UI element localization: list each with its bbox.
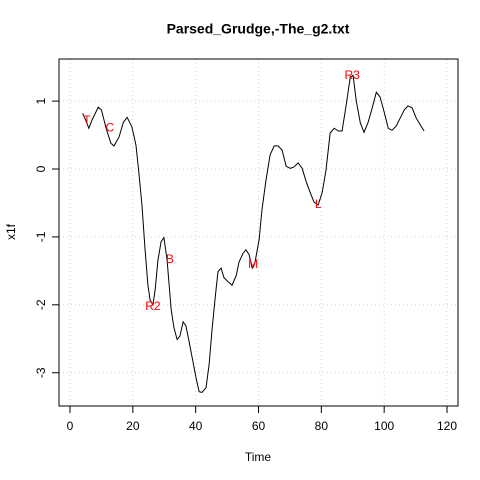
x-axis-label: Time (245, 450, 272, 464)
x-tick-label: 60 (252, 419, 266, 433)
x-tick-label: 0 (67, 419, 74, 433)
y-axis-label: x1f (4, 223, 18, 240)
x-tick-label: 100 (374, 419, 394, 433)
annotation: L (315, 197, 322, 211)
annotation: B (166, 252, 174, 266)
chart-title: Parsed_Grudge,-The_g2.txt (167, 21, 350, 37)
y-tick-label: 1 (34, 97, 48, 104)
y-tick-label: -3 (34, 367, 48, 378)
x-tick-label: 80 (315, 419, 329, 433)
y-tick-label: 0 (34, 165, 48, 172)
x-tick-label: 20 (126, 419, 140, 433)
annotation: R3 (344, 68, 360, 82)
annotation: T (83, 113, 91, 127)
annotation: R2 (145, 299, 161, 313)
annotation: C (106, 120, 115, 134)
x-tick-label: 40 (189, 419, 203, 433)
y-tick-label: -1 (34, 231, 48, 242)
y-tick-label: -2 (34, 299, 48, 310)
plot-frame (58, 58, 459, 407)
x-tick-label: 120 (437, 419, 457, 433)
annotation: M (248, 257, 258, 271)
series-line (82, 74, 425, 393)
